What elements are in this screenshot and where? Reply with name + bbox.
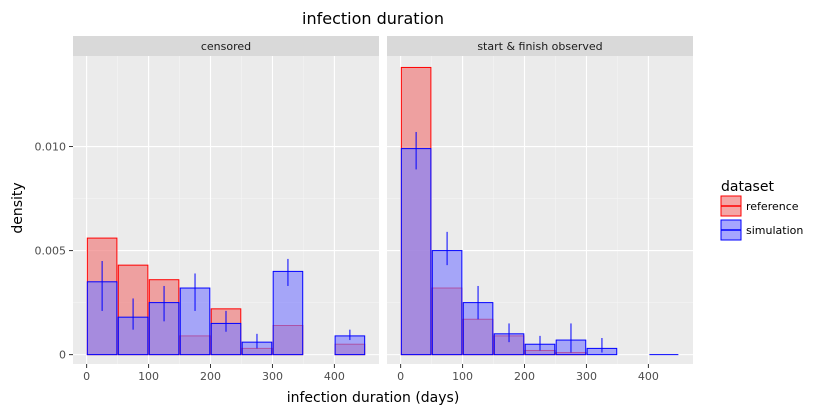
y-tick-label: 0.010 bbox=[35, 141, 67, 154]
x-tick-label: 300 bbox=[576, 370, 597, 383]
x-tick-label: 100 bbox=[138, 370, 159, 383]
legend: dataset reference simulation bbox=[720, 179, 803, 241]
panel-1: start & finish observed 0 100 200 300 400 bbox=[387, 36, 693, 383]
facet-strip bbox=[73, 36, 379, 56]
y-tick-label: 0 bbox=[59, 349, 66, 362]
x-tick-label: 100 bbox=[452, 370, 473, 383]
y-axis: 0 0.005 0.010 bbox=[35, 141, 73, 362]
panel-0: censored 0 100 200 300 400 bbox=[73, 36, 379, 383]
facet-label: start & finish observed bbox=[477, 40, 602, 53]
x-tick-label: 200 bbox=[200, 370, 221, 383]
x-tick-label: 0 bbox=[83, 370, 90, 383]
simulation-bar bbox=[400, 148, 432, 356]
y-tick-label: 0.005 bbox=[35, 245, 67, 258]
legend-label: reference bbox=[746, 200, 799, 213]
x-tick-label: 400 bbox=[638, 370, 659, 383]
legend-label: simulation bbox=[746, 224, 803, 237]
x-tick-label: 200 bbox=[514, 370, 535, 383]
x-tick-label: 300 bbox=[262, 370, 283, 383]
chart-title: infection duration bbox=[302, 9, 444, 28]
x-tick-label: 400 bbox=[324, 370, 345, 383]
legend-title: dataset bbox=[721, 179, 774, 195]
facet-label: censored bbox=[201, 40, 251, 53]
facet-strip bbox=[387, 36, 693, 56]
x-tick-label: 0 bbox=[397, 370, 404, 383]
simulation-bar bbox=[431, 250, 463, 356]
y-axis-title: density bbox=[10, 182, 26, 233]
x-axis-title: infection duration (days) bbox=[287, 390, 460, 406]
